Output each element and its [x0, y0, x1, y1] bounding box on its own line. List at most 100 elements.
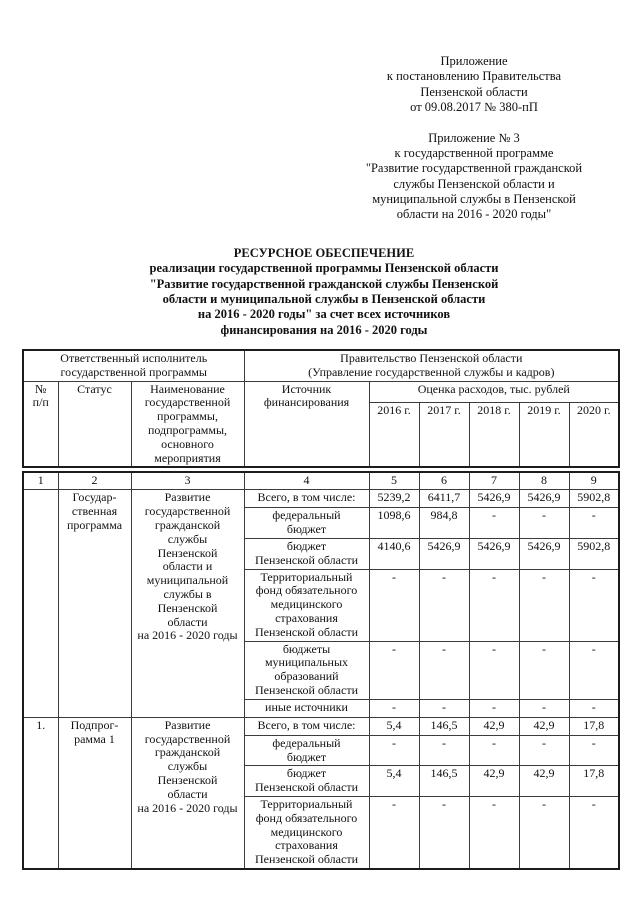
column-number-cell: 1	[22, 471, 59, 491]
responsible-executor-value-cell: Правительство Пензенской области (Управл…	[243, 349, 620, 382]
value-cell: 5426,9	[418, 537, 470, 570]
value-cell: 42,9	[518, 716, 570, 736]
value-cell: 42,9	[518, 765, 570, 797]
value-cell: -	[468, 640, 520, 700]
value-cell: -	[418, 734, 470, 767]
value-cell: 1098,6	[368, 507, 420, 539]
funding-source-cell: Всего, в том числе:	[243, 489, 370, 509]
value-cell: 5426,9	[518, 489, 570, 509]
appendix-note: Приложение к постановлению Правительства…	[386, 54, 562, 115]
value-cell: -	[418, 568, 470, 642]
value-cell: -	[518, 568, 570, 642]
column-number-cell: 5	[368, 471, 420, 491]
col-header-year-2018: 2018 г.	[468, 401, 520, 468]
funding-source-cell: Территориальный фонд обязательного медиц…	[243, 568, 370, 642]
table-row: Государ- ственная программа Развитие госу…	[22, 489, 620, 718]
value-cell: 146,5	[418, 765, 470, 797]
value-cell: -	[368, 795, 420, 870]
row-num-cell	[22, 489, 59, 718]
value-cell: 42,9	[468, 716, 520, 736]
column-number-cell: 9	[568, 471, 620, 491]
value-cell: -	[418, 698, 470, 718]
column-number-cell: 3	[130, 471, 245, 491]
column-number-cell: 8	[518, 471, 570, 491]
value-cell: -	[518, 795, 570, 870]
value-cell: -	[468, 734, 520, 767]
value-cell: 5,4	[368, 716, 420, 736]
col-header-source: Источник финансирования	[243, 380, 370, 468]
row-num-cell: 1.	[22, 716, 59, 870]
value-cell: -	[368, 734, 420, 767]
funding-source-cell: иные источники	[243, 698, 370, 718]
resource-table-body: 1 2 3 4 5 6 7 8 9 Государ- ственная прог…	[22, 471, 620, 870]
col-header-year-2019: 2019 г.	[518, 401, 570, 468]
col-header-year-2016: 2016 г.	[368, 401, 420, 468]
value-cell: -	[468, 507, 520, 539]
column-header-row: № п/п Статус Наименование государственно…	[22, 380, 620, 468]
column-number-cell: 6	[418, 471, 470, 491]
value-cell: 5426,9	[468, 537, 520, 570]
value-cell: 5239,2	[368, 489, 420, 509]
value-cell: -	[568, 640, 620, 700]
col-header-year-2017: 2017 г.	[418, 401, 470, 468]
value-cell: 146,5	[418, 716, 470, 736]
responsible-executor-row: Ответственный исполнитель государственно…	[22, 349, 620, 382]
document-title: РЕСУРСНОЕ ОБЕСПЕЧЕНИЕ реализации государ…	[149, 245, 499, 337]
value-cell: 5,4	[368, 765, 420, 797]
table-row: Территориальный фонд обязательного медиц…	[23, 568, 620, 642]
value-cell: -	[568, 795, 620, 870]
column-number-cell: 2	[57, 471, 132, 491]
value-cell: -	[468, 795, 520, 870]
table-row: бюджет Пензенской области 4140,6 5426,9 542…	[23, 537, 620, 570]
value-cell: -	[368, 568, 420, 642]
table-row: бюджет Пензенской области 5,4 146,5 42,9 42,…	[23, 765, 620, 797]
status-cell: Подпрог- рамма 1	[57, 716, 132, 870]
value-cell: 17,8	[568, 716, 620, 736]
col-header-status: Статус	[57, 380, 132, 468]
funding-source-cell: бюджет Пензенской области	[243, 765, 370, 797]
table-row: Территориальный фонд обязательного медиц…	[23, 795, 620, 870]
value-cell: -	[568, 568, 620, 642]
value-cell: 5426,9	[468, 489, 520, 509]
col-header-year-2020: 2020 г.	[568, 401, 620, 468]
value-cell: 984,8	[418, 507, 470, 539]
value-cell: -	[418, 795, 470, 870]
table-row: федеральный бюджет - - - - -	[23, 734, 620, 767]
table-row: иные источники - - - - -	[23, 698, 620, 718]
value-cell: -	[518, 507, 570, 539]
status-cell: Государ- ственная программа	[57, 489, 132, 718]
value-cell: -	[518, 734, 570, 767]
program-appendix-note: Приложение № 3 к государственной програм…	[365, 130, 583, 222]
value-cell: -	[518, 640, 570, 700]
funding-source-cell: Всего, в том числе:	[243, 716, 370, 736]
value-cell: -	[468, 568, 520, 642]
table-row: федеральный бюджет 1098,6 984,8- - -	[23, 507, 620, 539]
column-number-cell: 7	[468, 471, 520, 491]
value-cell: -	[368, 640, 420, 700]
program-name-cell: Развитие государственной гражданской слу…	[130, 716, 245, 870]
funding-source-cell: бюджеты муниципальных образований Пензен…	[243, 640, 370, 700]
column-number-row: 1 2 3 4 5 6 7 8 9	[22, 471, 620, 491]
program-name-cell: Развитие государственной гражданской слу…	[130, 489, 245, 718]
col-header-costs: Оценка расходов, тыс. рублей	[368, 380, 620, 403]
column-number-cell: 4	[243, 471, 370, 491]
value-cell: 6411,7	[418, 489, 470, 509]
value-cell: 5902,8	[568, 489, 620, 509]
funding-source-cell: Территориальный фонд обязательного медиц…	[243, 795, 370, 870]
responsible-executor-label-cell: Ответственный исполнитель государственно…	[22, 349, 245, 382]
value-cell: -	[468, 698, 520, 718]
funding-source-cell: федеральный бюджет	[243, 734, 370, 767]
value-cell: -	[568, 507, 620, 539]
table-row: бюджеты муниципальных образований Пензен…	[23, 640, 620, 700]
resource-table-header: Ответственный исполнитель государственно…	[22, 349, 621, 469]
value-cell: 4140,6	[368, 537, 420, 570]
col-header-num: № п/п	[22, 380, 59, 468]
table-row: 1. Подпрог- рамма 1 Развитие государственн…	[22, 716, 620, 870]
col-header-name: Наименование государственной программы, …	[130, 380, 245, 468]
funding-source-cell: федеральный бюджет	[243, 507, 370, 539]
year-header-row: 2016 г. 2017 г. 2018 г. 2019 г. 2020 г.	[23, 401, 620, 468]
value-cell: -	[568, 698, 620, 718]
value-cell: -	[368, 698, 420, 718]
value-cell: 17,8	[568, 765, 620, 797]
